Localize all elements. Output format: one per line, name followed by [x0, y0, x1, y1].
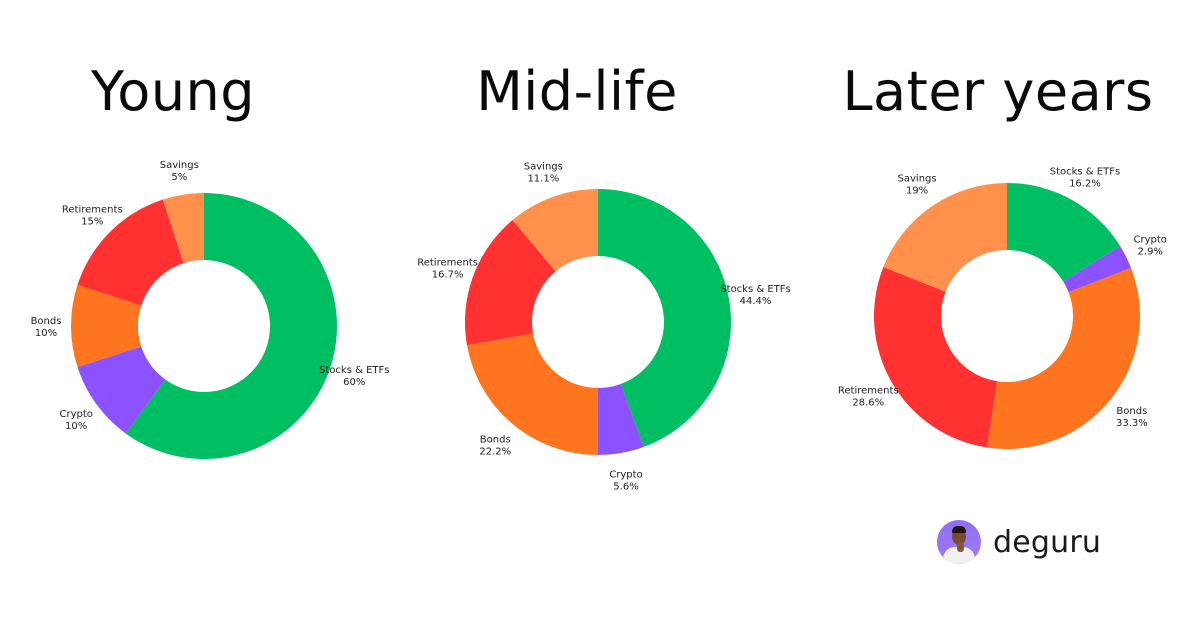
slice-stocks-etfs: [598, 189, 732, 447]
slice-stocks-etfs: [125, 193, 338, 459]
chart-title-mid-life: Mid-life: [476, 60, 678, 123]
slice-label: Crypto 10%: [59, 409, 92, 432]
slice-bonds: [467, 333, 598, 455]
slice-savings: [512, 189, 598, 272]
donut-chart-young: Stocks & ETFs 60% Crypto 10% Bonds 10% Retirem…: [31, 160, 389, 459]
slice-label: Retirements 15%: [62, 204, 123, 227]
slice-label: Stocks & ETFs 60%: [319, 365, 389, 388]
donut-chart-later-years: Stocks & ETFs 16.2% Crypto 2.9% Bonds 33.3% Re…: [838, 166, 1167, 450]
slice-label: Retirements 28.6%: [838, 386, 899, 409]
chart-title-young: Young: [90, 60, 256, 123]
slice-label: Stocks & ETFs 44.4%: [720, 284, 790, 307]
avatar-icon: [937, 520, 981, 564]
brand-name: deguru: [993, 524, 1102, 560]
slice-savings: [162, 193, 204, 264]
donut-chart-mid-life: Stocks & ETFs 44.4% Crypto 5.6% Bonds 22.2% Re…: [417, 162, 791, 493]
slice-retirements: [465, 220, 556, 346]
slice-label: Bonds 33.3%: [1116, 406, 1148, 429]
chart-title-later-years: Later years: [842, 60, 1154, 123]
slice-label: Savings 5%: [160, 160, 199, 183]
slice-label: Crypto 5.6%: [609, 470, 642, 493]
slice-crypto: [598, 383, 644, 455]
slice-label: Bonds 22.2%: [479, 435, 511, 458]
slice-bonds: [70, 284, 142, 368]
slice-label: Crypto 2.9%: [1134, 235, 1167, 258]
slice-stocks-etfs: [1007, 183, 1121, 282]
slice-label: Stocks & ETFs 16.2%: [1050, 166, 1120, 189]
slice-crypto: [1063, 246, 1131, 293]
brand-logo: deguru: [937, 520, 1101, 564]
slice-label: Savings 11.1%: [524, 162, 563, 185]
slice-retirements: [77, 199, 184, 306]
slice-savings: [883, 183, 1007, 292]
slice-label: Savings 19%: [898, 174, 937, 197]
slice-retirements: [873, 267, 998, 448]
slice-label: Bonds 10%: [31, 316, 62, 339]
slice-bonds: [987, 267, 1140, 450]
slice-crypto: [77, 346, 166, 434]
slice-label: Retirements 16.7%: [417, 257, 478, 280]
